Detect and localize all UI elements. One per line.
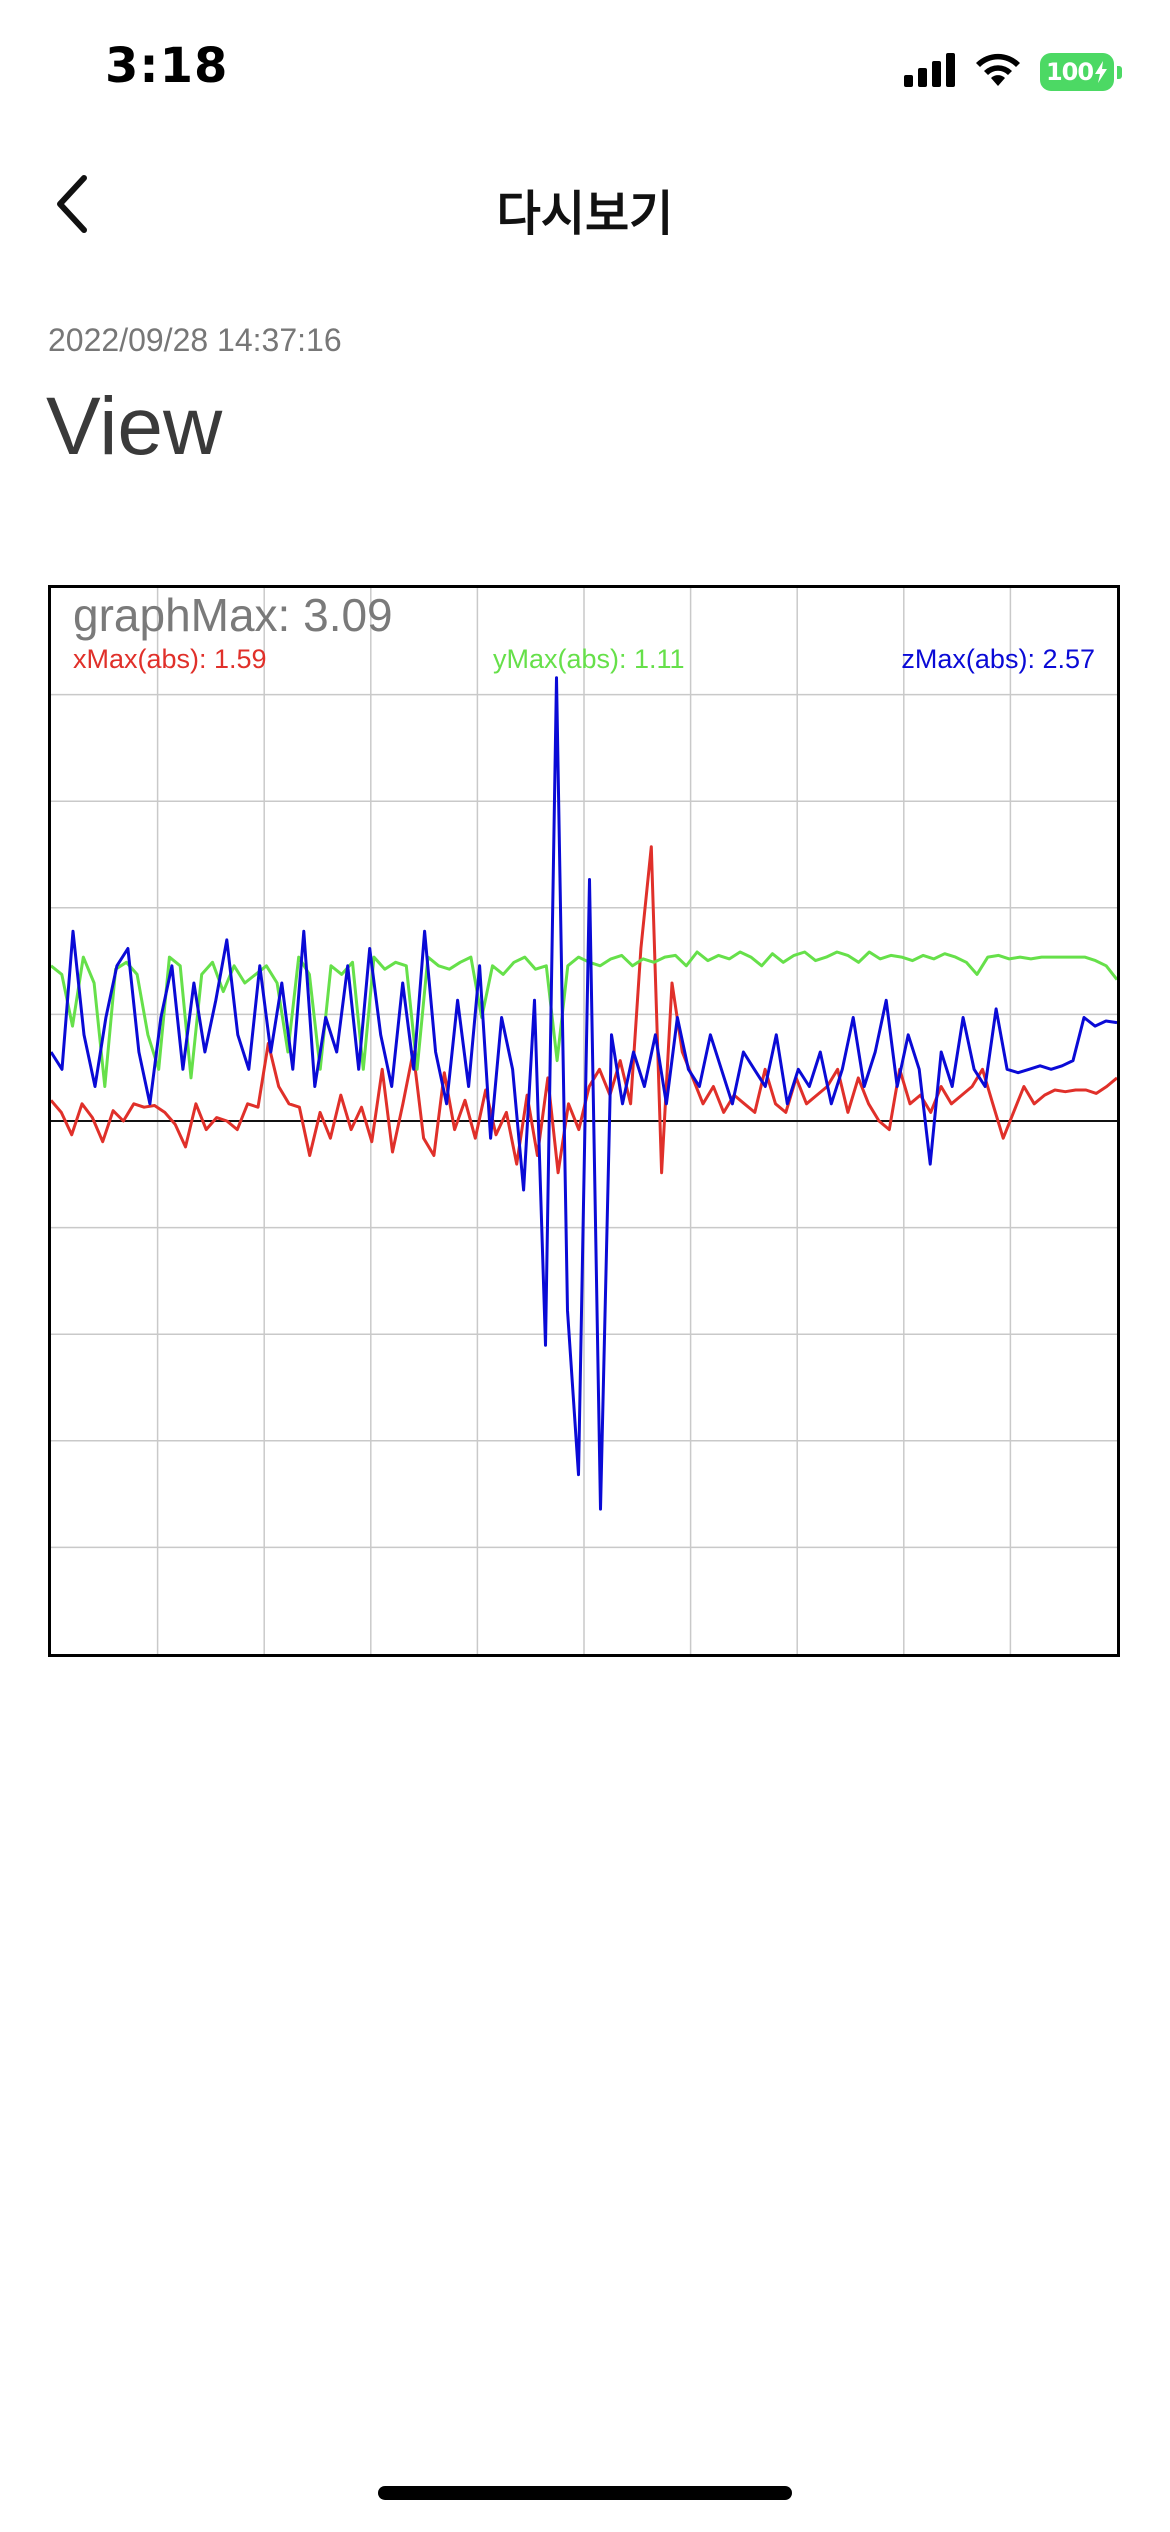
back-button[interactable]: [36, 170, 108, 242]
charging-bolt-icon: [1095, 61, 1108, 83]
z-max-label: zMax(abs): 2.57: [901, 644, 1095, 674]
chart-plot: [51, 588, 1117, 1654]
battery-level: 100: [1045, 58, 1094, 86]
nav-title: 다시보기: [496, 186, 674, 242]
graph-max-label: graphMax: 3.09: [73, 589, 393, 641]
sensor-chart: graphMax: 3.09 xMax(abs): 1.59 yMax(abs)…: [48, 585, 1120, 1657]
status-icons: 100: [904, 52, 1122, 92]
y-series-line: [51, 950, 1117, 1088]
wifi-icon: [974, 52, 1022, 92]
battery-charging-icon: 100: [1040, 53, 1122, 91]
nav-bar: 다시보기: [0, 150, 1170, 262]
x-max-label: xMax(abs): 1.59: [73, 644, 267, 674]
y-max-label: yMax(abs): 1.11: [493, 644, 685, 674]
z-series-line: [51, 676, 1117, 1511]
chevron-left-icon: [52, 174, 92, 238]
recording-timestamp: 2022/09/28 14:37:16: [48, 322, 342, 358]
status-bar: 3:18 100: [0, 0, 1170, 150]
page-title: View: [46, 381, 223, 472]
status-time: 3:18: [105, 38, 229, 94]
signal-icon: [904, 53, 956, 91]
chart-series: [51, 676, 1117, 1511]
battery-cap: [1117, 65, 1122, 79]
battery-body: 100: [1040, 53, 1114, 91]
home-indicator[interactable]: [378, 2486, 792, 2500]
